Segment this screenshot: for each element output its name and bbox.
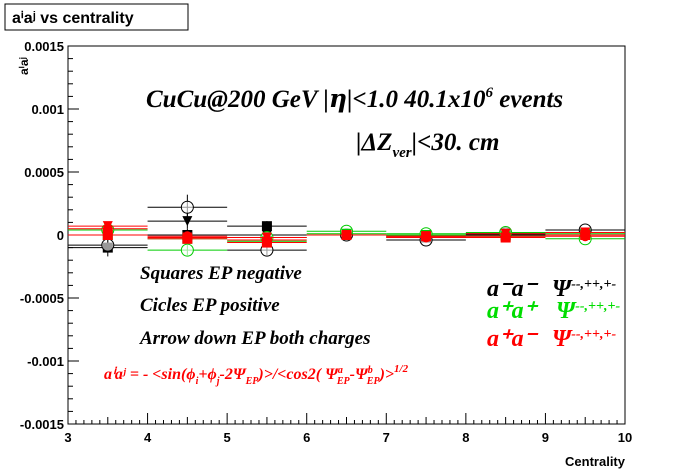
data-point [341,230,352,240]
x-tick-label: 4 [144,430,152,445]
y-tick-label: -0.0005 [20,291,64,306]
data-point [182,216,193,227]
legend-green-label: a⁺a⁺ [487,298,539,324]
data-series [68,230,625,248]
data-point [421,231,432,242]
formula-exp: 1/2 [394,363,409,375]
note-squares: Squares EP negative [140,263,302,284]
data-point [102,230,113,240]
data-point [182,233,193,244]
header-post: events [493,86,563,113]
formula-plus: +ϕ [198,366,216,383]
legend-psi-sup: --,++,+- [575,299,620,314]
title-box [4,3,189,31]
formula-close: )> [378,366,394,383]
data-point [500,232,511,243]
formula: aⁱaʲ = - <sin(ϕi+ϕj-2ΨEP)>/<cos2( Ψa EP-Ψ… [104,363,409,387]
legend-psi: Ψ [552,276,573,302]
y-tick-label: 0.0005 [24,165,64,180]
legend-green-psi: Ψ--,++,+- [556,298,620,324]
header-exp: 6 [486,85,494,101]
formula-ep: EP [245,376,260,387]
x-tick-label: 8 [462,430,469,445]
legend: a⁻a⁻ Ψ--,++,+- a⁺a⁺ Ψ--,++,+- a⁺a⁻ Ψ--,+… [487,276,620,352]
y-tick-label: -0.001 [27,354,64,369]
legend-black-label: a⁻a⁻ [487,276,539,302]
data-point [580,230,591,240]
header-pre: CuCu@200 GeV | [146,86,329,113]
formula-minus: -Ψ [350,366,369,383]
note-arrows: Arrow down EP both charges [139,328,371,349]
x-tick-label: 5 [223,430,230,445]
data-point [180,200,194,214]
dz-annotation: |ΔZver|<30. cm [356,129,499,161]
x-tick-label: 7 [383,430,390,445]
y-tick-label: -0.0015 [20,417,64,432]
legend-psi: Ψ [556,298,577,324]
formula-i: i [196,376,199,387]
legend-psi-sup: --,++,+- [571,277,616,292]
dz-pre: |ΔZ [356,129,392,156]
legend-psi: Ψ [552,326,573,352]
header-mid: |<1.0 40.1x10 [347,86,486,113]
formula-ep3: EP [366,376,381,387]
formula-cos: )>/<cos2( Ψ [256,366,339,383]
x-tick-label: 9 [542,430,549,445]
tick-labels: 3 4 5 6 7 8 9 10 -0.0015 -0.001 -0.0005 … [20,39,632,445]
data-point [180,243,194,257]
formula-lhs: aⁱaʲ = - <sin(ϕ [104,366,196,383]
x-tick-label: 6 [303,430,310,445]
dz-post: |<30. cm [412,129,500,156]
x-axis-label: Centrality [565,454,626,469]
x-tick-label: 10 [618,430,632,445]
formula-a: a [338,365,343,376]
formula-mid: -2Ψ [220,366,247,383]
x-tick-label: 3 [64,430,71,445]
y-tick-label: 0.001 [31,102,64,117]
legend-black-psi: Ψ--,++,+- [552,276,616,302]
data-marks [68,194,625,257]
header-eta: η [329,84,347,113]
note-circles: Cicles EP positive [140,295,280,316]
data-point [261,237,272,248]
y-axis-label: aⁱaʲ [17,57,31,75]
formula-j: j [215,376,220,387]
legend-red-psi: Ψ--,++,+- [552,326,616,352]
chart-title: aⁱaʲ vs centrality [12,10,134,27]
header-annotation: CuCu@200 GeV |η|<1.0 40.1x106 events [146,84,563,113]
y-tick-label: 0 [57,228,64,243]
axis-ticks [67,45,626,425]
dz-sub: ver [392,145,411,161]
formula-b: b [368,365,373,376]
data-point [261,221,272,232]
legend-psi-sup: --,++,+- [571,327,616,342]
legend-red-label: a⁺a⁻ [487,326,539,352]
formula-ep2: EP [336,376,351,387]
y-tick-label: 0.0015 [24,39,64,54]
